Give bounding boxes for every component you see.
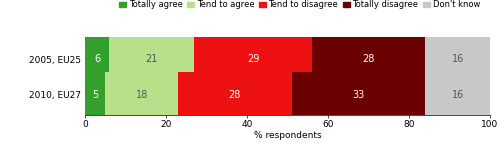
Bar	[178, 72, 292, 118]
X-axis label: % respondents: % respondents	[254, 131, 322, 140]
Text: 16: 16	[452, 90, 464, 100]
Text: 18: 18	[136, 90, 148, 100]
Bar	[85, 72, 105, 118]
Bar	[85, 37, 110, 82]
Bar	[105, 72, 178, 118]
Bar	[194, 37, 312, 82]
Legend: Totally agree, Tend to agree, Tend to disagree, Totally disagree, Don't know: Totally agree, Tend to agree, Tend to di…	[120, 0, 480, 9]
Text: 29: 29	[247, 54, 260, 64]
Text: 5: 5	[92, 90, 98, 100]
Text: 16: 16	[452, 54, 464, 64]
Bar	[425, 72, 490, 118]
Text: 28: 28	[228, 90, 241, 100]
Bar	[312, 37, 425, 82]
Bar	[425, 37, 490, 82]
Text: 21: 21	[146, 54, 158, 64]
Text: 33: 33	[352, 90, 364, 100]
Text: 28: 28	[362, 54, 374, 64]
Text: 6: 6	[94, 54, 100, 64]
Bar	[110, 37, 194, 82]
Bar	[292, 72, 425, 118]
